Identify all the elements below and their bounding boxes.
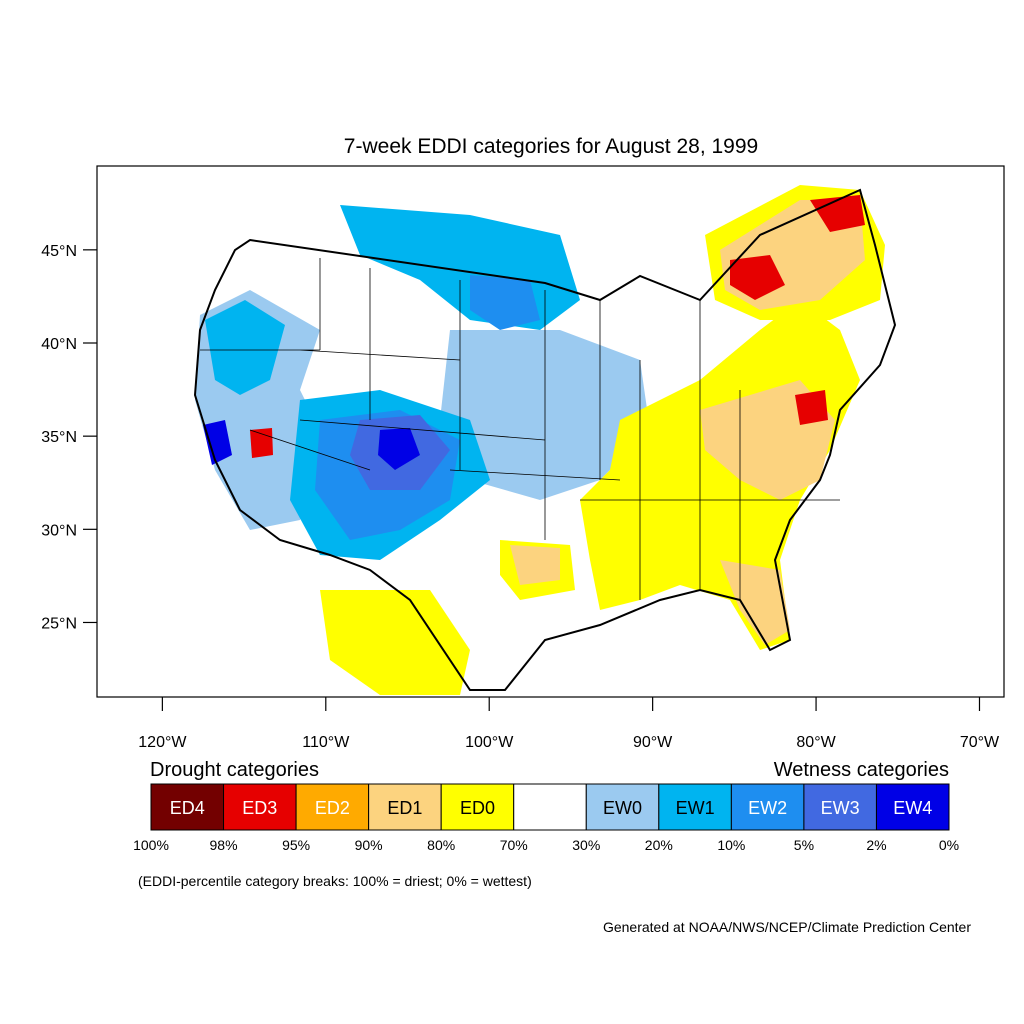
legend-category-label: ED1 — [387, 798, 422, 818]
dry-ed3-virginia — [795, 390, 828, 425]
legend-category-label: ED0 — [460, 798, 495, 818]
wet-ew4-california — [203, 420, 232, 465]
legend-category-label: EW2 — [748, 798, 787, 818]
dry-ed1-texas — [510, 545, 560, 585]
legend-swatch-ew0 — [585, 783, 660, 831]
legend-break-label: 100% — [133, 837, 169, 853]
lat-tick-label: 25°N — [41, 615, 77, 632]
lon-tick-label: 90°W — [633, 734, 673, 751]
legend-break-label: 10% — [717, 837, 745, 853]
legend-swatch-ed4 — [150, 783, 225, 831]
dry-ed3-ontario — [730, 255, 785, 300]
legend-category-label: ED2 — [315, 798, 350, 818]
credit-line: Generated at NOAA/NWS/NCEP/Climate Predi… — [603, 919, 971, 935]
legend-category-label: ED4 — [170, 798, 205, 818]
legend-break-label: 95% — [282, 837, 310, 853]
lat-tick-label: 35°N — [41, 429, 77, 446]
legend-break-label: 2% — [866, 837, 886, 853]
lat-tick-label: 40°N — [41, 336, 77, 353]
legend-break-label: 20% — [645, 837, 673, 853]
wet-ew4-rockies — [378, 428, 420, 470]
legend-category-label: EW0 — [603, 798, 642, 818]
legend-break-label: 70% — [500, 837, 528, 853]
wet-ew1-west — [205, 300, 285, 395]
legend-break-label: 30% — [572, 837, 600, 853]
map-plot-area — [193, 185, 897, 695]
map-axes: 45°N 40°N 35°N 30°N 25°N 120°W 110°W 100°W 90°W 8… — [41, 243, 1000, 751]
legend-category-label: ED3 — [242, 798, 277, 818]
legend-swatch-ew3 — [803, 783, 877, 831]
legend-swatch-normal — [513, 783, 587, 831]
legend-swatch-ew2 — [730, 783, 805, 831]
legend-break-label: 5% — [794, 837, 814, 853]
lon-tick-label: 110°W — [302, 734, 350, 751]
dry-ed3-quebec — [810, 195, 865, 232]
category-color-bar: ED4 ED3 ED2 ED1 ED0 EW0 EW1 EW2 EW3 EW4 100% 98% 95%… — [133, 783, 959, 853]
legend-swatch-ed2 — [295, 783, 370, 831]
drought-categories-heading: Drought categories — [150, 759, 319, 781]
dry-ed1-southeast — [720, 560, 790, 645]
legend-break-label: 0% — [939, 837, 959, 853]
state-lines — [200, 258, 840, 600]
category-breaks-note: (EDDI-percentile category breaks: 100% =… — [138, 873, 532, 889]
legend-swatch-ew1 — [658, 783, 732, 831]
legend-break-label: 90% — [355, 837, 383, 853]
lon-tick-label: 70°W — [960, 734, 1000, 751]
legend-swatch-ew4 — [875, 783, 950, 831]
wetness-categories-heading: Wetness categories — [774, 759, 949, 781]
legend-category-label: EW4 — [893, 798, 932, 818]
legend-break-label: 80% — [427, 837, 455, 853]
legend-category-label: EW3 — [821, 798, 860, 818]
legend-swatch-ed1 — [368, 783, 442, 831]
legend-category-label: EW1 — [676, 798, 715, 818]
lat-tick-label: 30°N — [41, 522, 77, 539]
dry-ed3-nevada — [250, 428, 273, 458]
legend-break-label: 98% — [210, 837, 238, 853]
wet-ew2-northplains — [470, 275, 540, 330]
lon-tick-label: 100°W — [465, 734, 514, 751]
map-title: 7-week EDDI categories for August 28, 19… — [344, 135, 758, 158]
dry-ed0-mexico — [320, 590, 470, 695]
lat-tick-label: 45°N — [41, 243, 77, 260]
map-frame — [96, 165, 1005, 698]
lon-tick-label: 120°W — [138, 734, 187, 751]
legend-swatch-ed3 — [223, 783, 297, 831]
lon-tick-label: 80°W — [796, 734, 836, 751]
